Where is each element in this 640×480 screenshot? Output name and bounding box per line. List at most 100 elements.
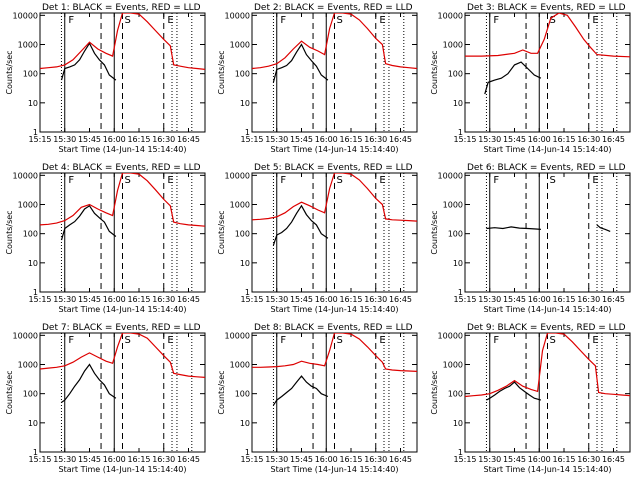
x-axis-label: Start Time (14-Jun-14 15:14:40) — [59, 145, 187, 154]
series-lld-line — [252, 333, 417, 372]
y-tick-label: 1000 — [18, 41, 38, 50]
y-tick-label: 10000 — [438, 171, 463, 180]
panels-group: Det 1: BLACK = Events, RED = LLD F S E 15:15… — [5, 3, 631, 474]
y-tick-label: 10000 — [13, 331, 38, 340]
x-tick-label: 16:45 — [602, 455, 625, 464]
x-tick-label: 16:15 — [339, 295, 362, 304]
x-tick-label: 16:30 — [152, 135, 175, 144]
panel-det-7: Det 7: BLACK = Events, RED = LLD F S E 15:15… — [5, 323, 206, 474]
x-tick-label: 15:15 — [453, 455, 476, 464]
x-tick-label: 15:15 — [28, 455, 51, 464]
event-label-s: S — [550, 335, 556, 346]
y-tick-label: 10 — [28, 99, 38, 108]
x-axis-label: Start Time (14-Jun-14 15:14:40) — [484, 145, 612, 154]
panel-title: Det 7: BLACK = Events, RED = LLD — [42, 323, 201, 333]
panel-title: Det 1: BLACK = Events, RED = LLD — [42, 3, 201, 13]
series-events-line — [272, 375, 329, 406]
y-tick-label: 10000 — [225, 11, 250, 20]
x-tick-label: 15:30 — [265, 455, 288, 464]
x-tick-label: 16:30 — [364, 295, 387, 304]
event-label-e: E — [167, 175, 173, 186]
x-axis-label: Start Time (14-Jun-14 15:14:40) — [271, 305, 399, 314]
event-label-f: F — [493, 15, 499, 26]
panel-det-1: Det 1: BLACK = Events, RED = LLD F S E 15:15… — [5, 3, 206, 154]
y-tick-label: 100 — [235, 70, 250, 79]
x-tick-label: 16:15 — [127, 135, 150, 144]
x-tick-label: 16:45 — [389, 295, 412, 304]
panel-title: Det 5: BLACK = Events, RED = LLD — [254, 163, 413, 173]
event-label-f: F — [280, 335, 286, 346]
x-tick-label: 16:00 — [103, 135, 126, 144]
x-tick-label: 15:45 — [78, 455, 101, 464]
y-tick-label: 10000 — [438, 11, 463, 20]
event-label-e: E — [592, 335, 598, 346]
x-tick-label: 16:00 — [315, 135, 338, 144]
y-tick-label: 1 — [458, 448, 463, 457]
x-axis-label: Start Time (14-Jun-14 15:14:40) — [59, 465, 187, 474]
x-tick-label: 16:15 — [552, 295, 575, 304]
event-label-f: F — [493, 335, 499, 346]
series-lld-line — [252, 173, 417, 222]
x-tick-label: 16:30 — [577, 455, 600, 464]
y-tick-label: 1000 — [230, 201, 250, 210]
y-tick-label: 10 — [453, 259, 463, 268]
x-tick-label: 15:30 — [478, 135, 501, 144]
y-tick-label: 1 — [458, 288, 463, 297]
panel-title: Det 8: BLACK = Events, RED = LLD — [254, 323, 413, 333]
x-tick-label: 16:00 — [528, 455, 551, 464]
x-tick-label: 16:15 — [127, 455, 150, 464]
x-tick-label: 16:45 — [602, 295, 625, 304]
y-tick-label: 1000 — [443, 41, 463, 50]
x-axis-label: Start Time (14-Jun-14 15:14:40) — [484, 465, 612, 474]
panel-det-9: Det 9: BLACK = Events, RED = LLD F S E 15:15… — [430, 323, 631, 474]
x-axis-label: Start Time (14-Jun-14 15:14:40) — [484, 305, 612, 314]
event-label-e: E — [167, 335, 173, 346]
x-axis-label: Start Time (14-Jun-14 15:14:40) — [271, 145, 399, 154]
x-tick-label: 15:30 — [478, 455, 501, 464]
x-tick-label: 15:45 — [78, 135, 101, 144]
event-label-e: E — [379, 15, 385, 26]
y-tick-label: 1 — [245, 128, 250, 137]
x-tick-label: 16:45 — [177, 455, 200, 464]
x-tick-label: 15:45 — [503, 295, 526, 304]
y-axis-label: Counts/sec — [5, 50, 14, 94]
y-tick-label: 100 — [23, 230, 38, 239]
y-tick-label: 100 — [235, 390, 250, 399]
y-axis-label: Counts/sec — [5, 370, 14, 414]
y-tick-label: 10 — [28, 419, 38, 428]
x-tick-label: 16:15 — [552, 455, 575, 464]
event-label-s: S — [125, 335, 131, 346]
x-axis-label: Start Time (14-Jun-14 15:14:40) — [59, 305, 187, 314]
y-axis-label: Counts/sec — [430, 50, 439, 94]
series-lld-line — [40, 173, 205, 227]
y-tick-label: 10 — [28, 259, 38, 268]
y-tick-label: 10000 — [438, 331, 463, 340]
x-tick-label: 15:15 — [240, 295, 263, 304]
x-tick-label: 15:15 — [28, 135, 51, 144]
y-tick-label: 100 — [448, 70, 463, 79]
event-label-e: E — [379, 175, 385, 186]
series-events-line — [486, 226, 541, 230]
panel-title: Det 2: BLACK = Events, RED = LLD — [254, 3, 413, 13]
event-label-s: S — [550, 15, 556, 26]
x-tick-label: 16:00 — [315, 295, 338, 304]
x-tick-label: 16:00 — [103, 295, 126, 304]
event-label-f: F — [493, 175, 499, 186]
y-tick-label: 10000 — [13, 11, 38, 20]
x-tick-label: 15:45 — [503, 455, 526, 464]
x-tick-label: 16:30 — [364, 135, 387, 144]
panel-det-4: Det 4: BLACK = Events, RED = LLD F S E 15:15… — [5, 163, 206, 314]
series-events-line — [61, 363, 117, 403]
y-tick-label: 1000 — [18, 361, 38, 370]
event-label-e: E — [592, 15, 598, 26]
y-tick-label: 1000 — [443, 201, 463, 210]
x-tick-label: 15:30 — [53, 455, 76, 464]
event-label-s: S — [337, 15, 343, 26]
x-tick-label: 15:15 — [453, 135, 476, 144]
series-lld-line — [465, 13, 630, 58]
event-label-f: F — [280, 175, 286, 186]
x-tick-label: 16:15 — [339, 135, 362, 144]
y-tick-label: 1 — [33, 288, 38, 297]
y-tick-label: 1 — [245, 288, 250, 297]
